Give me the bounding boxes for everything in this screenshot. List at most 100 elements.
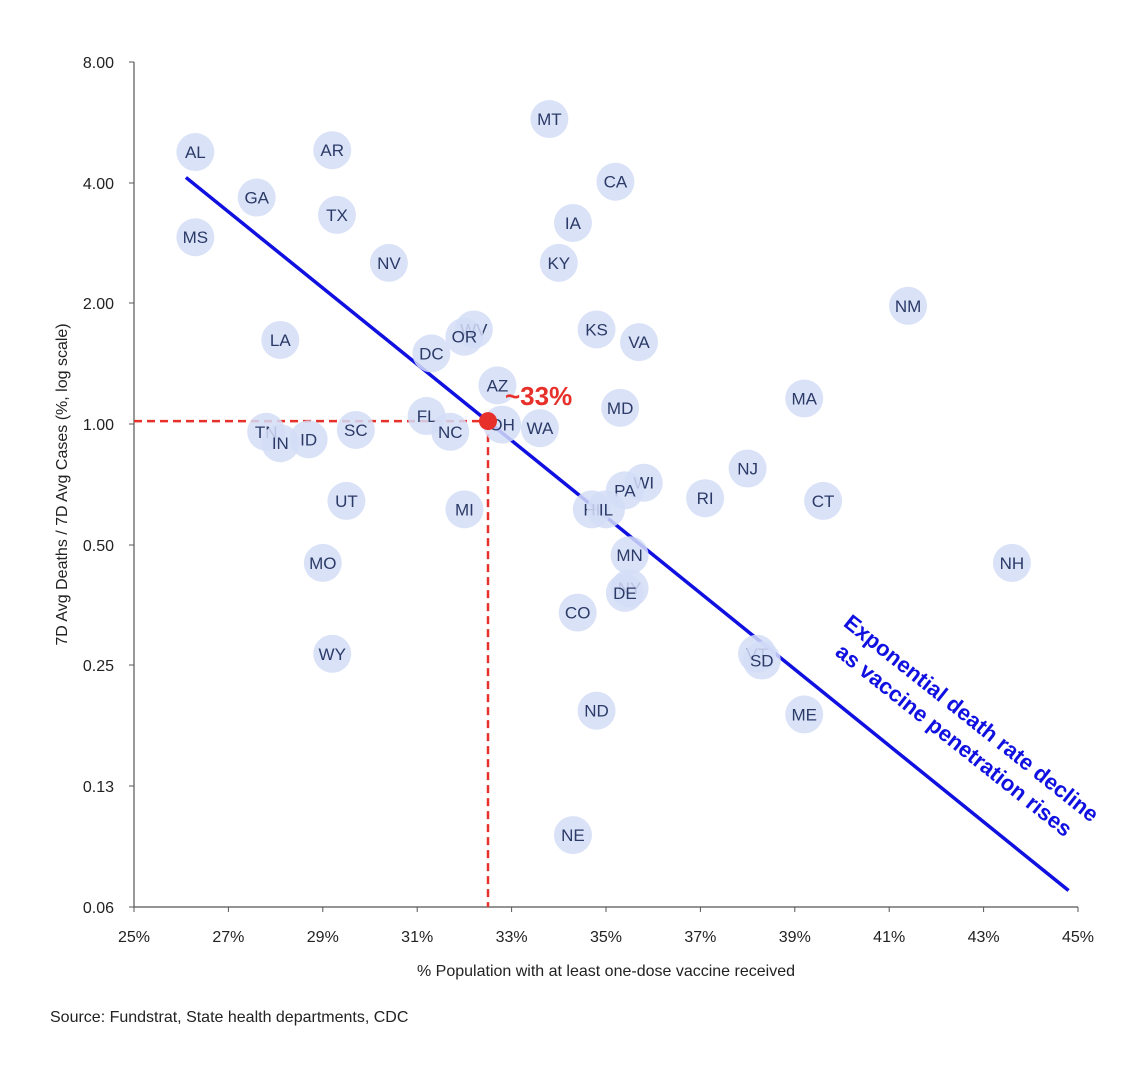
data-point: NE [553, 816, 592, 855]
x-axis-title: % Population with at least one-dose vacc… [417, 963, 795, 980]
point-label: FL [417, 407, 437, 426]
point-marker [587, 490, 625, 529]
y-tick-label: 4.00 [83, 176, 114, 193]
data-point: UT [327, 481, 366, 520]
data-point: MO [303, 543, 342, 582]
point-label: CT [812, 492, 835, 511]
data-point: MA [785, 379, 824, 418]
point-marker [431, 412, 470, 451]
point-label: NJ [737, 460, 758, 479]
point-marker [610, 536, 649, 575]
x-tick-label: 43% [968, 929, 1000, 946]
point-marker [336, 410, 375, 449]
point-label: NC [438, 423, 463, 442]
x-tick-label: 45% [1062, 929, 1094, 946]
data-point: KY [539, 243, 578, 282]
x-tick-label: 31% [401, 929, 433, 946]
x-tick-label: 29% [307, 929, 339, 946]
data-point: ND [577, 691, 616, 730]
data-point: MS [176, 218, 215, 257]
x-tick-label: 41% [873, 929, 905, 946]
point-marker [804, 481, 843, 520]
point-marker [577, 691, 616, 730]
highlight-point [479, 412, 497, 431]
point-label: ND [584, 702, 609, 721]
data-point: ME [785, 695, 824, 734]
point-label: CA [604, 173, 628, 192]
point-marker [889, 286, 928, 325]
point-label: ID [300, 430, 317, 449]
data-point: MD [601, 388, 640, 427]
point-label: RI [697, 489, 714, 508]
point-label: MN [616, 546, 642, 565]
y-tick-label: 8.00 [83, 55, 114, 72]
point-marker [742, 641, 781, 680]
highlight-label: ~33% [505, 381, 572, 411]
reference-lines [134, 419, 490, 907]
y-axis-title: 7D Avg Deaths / 7D Avg Cases (%, log sca… [54, 323, 71, 645]
data-point: OR [445, 317, 484, 356]
point-label: OR [452, 328, 478, 347]
x-tick-label: 25% [118, 929, 150, 946]
point-marker [445, 317, 484, 356]
data-point: MI [445, 490, 484, 529]
y-tick-label: 0.13 [83, 779, 114, 796]
point-label: WY [319, 645, 346, 664]
point-label: VA [628, 333, 650, 352]
data-point: DE [605, 573, 644, 612]
data-points: ALARMTCAGATXIAMSNVKYNMWVORKSLAVADCAZMAMD… [176, 100, 1031, 855]
x-tick-label: 37% [684, 929, 716, 946]
y-tick-label: 0.06 [83, 900, 114, 917]
data-point: VA [620, 323, 659, 362]
data-point: NC [431, 412, 470, 451]
point-label: MT [537, 110, 562, 129]
data-point: AR [313, 131, 352, 170]
source-note: Source: Fundstrat, State health departme… [50, 1009, 409, 1026]
point-label: MS [183, 228, 209, 247]
annotation-line-2: as vaccine penetration rises [831, 639, 1077, 842]
point-label: PA [614, 481, 636, 500]
point-marker [605, 573, 644, 612]
data-point: IN [261, 424, 300, 463]
point-label: MI [455, 500, 474, 519]
point-label: IA [565, 214, 582, 233]
x-tick-label: 33% [496, 929, 528, 946]
data-point: DC [412, 334, 451, 373]
point-marker [601, 388, 640, 427]
point-marker [445, 490, 484, 529]
point-marker [596, 162, 635, 201]
y-tick-label: 1.00 [83, 417, 114, 434]
annotation-line-1: Exponential death rate decline [839, 609, 1103, 826]
data-point: IL [587, 490, 625, 529]
point-marker [313, 131, 352, 170]
data-point: GA [237, 178, 276, 217]
point-label: AL [185, 143, 206, 162]
data-point: WA [520, 409, 559, 448]
point-label: GA [244, 189, 269, 208]
point-label: MD [607, 399, 633, 418]
data-point: AZ [478, 366, 517, 405]
point-label: NM [895, 297, 921, 316]
point-label: WA [527, 419, 554, 438]
point-marker [785, 695, 824, 734]
data-point: CO [558, 593, 597, 632]
data-point: ID [289, 420, 328, 459]
data-point: NV [369, 243, 408, 282]
point-marker [369, 243, 408, 282]
y-tick-label: 0.50 [83, 538, 114, 555]
point-marker [558, 593, 597, 632]
point-marker [478, 366, 517, 405]
point-label: LA [270, 331, 291, 350]
x-tick-label: 39% [779, 929, 811, 946]
point-label: MO [309, 554, 336, 573]
point-label: ME [791, 705, 817, 724]
point-label: UT [335, 492, 358, 511]
point-marker [539, 243, 578, 282]
data-point: MN [610, 536, 649, 575]
data-point: NH [992, 543, 1031, 582]
point-marker [992, 543, 1031, 582]
x-tick-label: 35% [590, 929, 622, 946]
point-marker [303, 543, 342, 582]
point-marker [289, 420, 328, 459]
